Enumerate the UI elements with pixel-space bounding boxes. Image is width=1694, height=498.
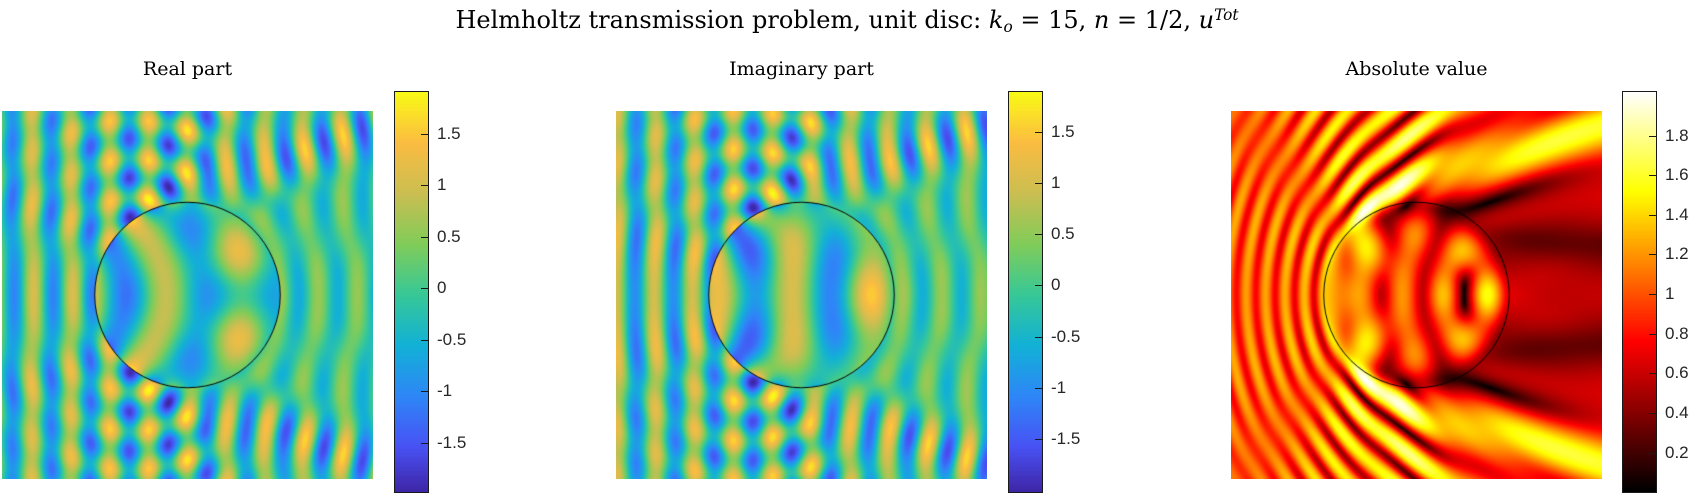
colorbar-tick-label: -1 xyxy=(1051,378,1067,397)
figure-title-eq2: = 1/2, xyxy=(1109,6,1199,34)
colorbar-tick xyxy=(1649,215,1656,216)
colorbar-tick xyxy=(421,288,428,289)
colorbar-real-part xyxy=(394,91,429,493)
colorbar-tick-label: 0.6 xyxy=(1665,363,1689,382)
colorbar-tick xyxy=(1035,337,1042,338)
figure-title: Helmholtz transmission problem, unit dis… xyxy=(0,6,1694,36)
colorbar-tick xyxy=(1649,334,1656,335)
figure-title-eq1: = 15, xyxy=(1012,6,1094,34)
colorbar-tick-label: 1.2 xyxy=(1665,244,1689,263)
colorbar-tick-label: 0.8 xyxy=(1665,324,1689,343)
heatmap-absolute-value xyxy=(1231,111,1602,479)
math-k: k xyxy=(988,6,1004,34)
colorbar-tick xyxy=(1035,439,1042,440)
colorbar-tick-label: -1.5 xyxy=(1051,429,1081,448)
colorbar-tick-label: 1 xyxy=(1051,173,1061,192)
colorbar-tick-label: 0.5 xyxy=(437,227,461,246)
colorbar-tick xyxy=(1649,453,1656,454)
colorbar-tick xyxy=(421,391,428,392)
colorbar-tick-label: -0.5 xyxy=(437,330,467,349)
colorbar-tick-label: 1 xyxy=(1665,284,1675,303)
colorbar-tick xyxy=(421,185,428,186)
colorbar-tick-label: 0.5 xyxy=(1051,224,1075,243)
colorbar-tick xyxy=(1035,234,1042,235)
colorbar-tick xyxy=(1649,294,1656,295)
colorbar-tick-label: 1.4 xyxy=(1665,205,1689,224)
colorbar-tick xyxy=(421,443,428,444)
colorbar-tick xyxy=(1649,373,1656,374)
colorbar-imaginary-part xyxy=(1008,91,1043,493)
colorbar-tick-label: 1 xyxy=(437,175,447,194)
colorbar-tick-label: 0.4 xyxy=(1665,403,1689,422)
colorbar-tick xyxy=(1649,254,1656,255)
colorbar-tick-label: 1.5 xyxy=(1051,122,1075,141)
subplot-title-absolute-value: Absolute value xyxy=(1345,58,1488,80)
colorbar-tick-label: 0.2 xyxy=(1665,443,1689,462)
colorbar-tick-label: 1.5 xyxy=(437,124,461,143)
subplot-title-real-part: Real part xyxy=(142,58,233,80)
colorbar-tick xyxy=(1035,183,1042,184)
heatmap-imaginary-part xyxy=(616,111,987,479)
colorbar-tick-label: 1.8 xyxy=(1665,126,1689,145)
colorbar-tick-label: 0 xyxy=(1051,275,1061,294)
colorbar-tick-label: 1.6 xyxy=(1665,165,1689,184)
math-u-superscript: Tot xyxy=(1214,6,1239,24)
colorbar-absolute-value xyxy=(1622,91,1657,493)
colorbar-tick xyxy=(1035,132,1042,133)
colorbar-tick xyxy=(1035,388,1042,389)
colorbar-tick xyxy=(1649,175,1656,176)
colorbar-tick xyxy=(421,340,428,341)
colorbar-tick xyxy=(421,237,428,238)
subplot-title-imaginary-part: Imaginary part xyxy=(729,58,874,80)
math-n: n xyxy=(1093,6,1110,34)
colorbar-tick-label: -0.5 xyxy=(1051,327,1081,346)
colorbar-tick xyxy=(421,134,428,135)
colorbar-tick xyxy=(1649,136,1656,137)
figure-title-text: Helmholtz transmission problem, unit dis… xyxy=(455,6,989,34)
colorbar-tick xyxy=(1035,285,1042,286)
colorbar-tick xyxy=(1649,413,1656,414)
math-u: u xyxy=(1198,6,1215,34)
colorbar-tick-label: -1 xyxy=(437,381,453,400)
colorbar-tick-label: 0 xyxy=(437,278,447,297)
math-k-subscript: o xyxy=(1003,18,1013,36)
heatmap-real-part xyxy=(2,111,373,479)
colorbar-tick-label: -1.5 xyxy=(437,433,467,452)
